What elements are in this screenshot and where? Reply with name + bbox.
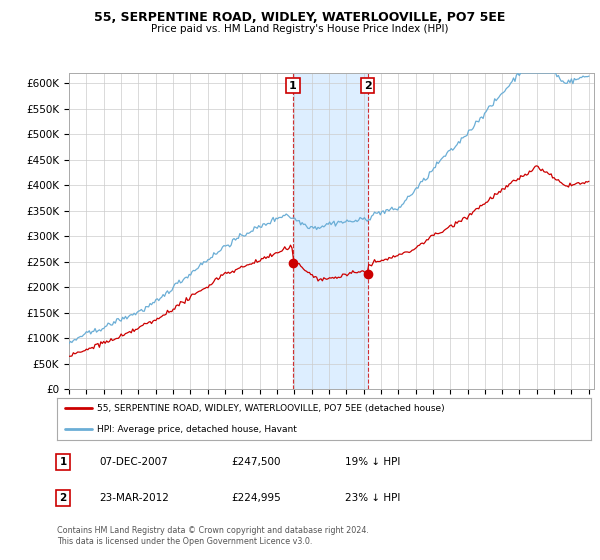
Text: £224,995: £224,995	[231, 493, 281, 503]
Text: HPI: Average price, detached house, Havant: HPI: Average price, detached house, Hava…	[97, 424, 297, 433]
Text: 2: 2	[59, 493, 67, 503]
Text: £247,500: £247,500	[231, 457, 281, 467]
Text: 55, SERPENTINE ROAD, WIDLEY, WATERLOOVILLE, PO7 5EE (detached house): 55, SERPENTINE ROAD, WIDLEY, WATERLOOVIL…	[97, 404, 445, 413]
Text: 1: 1	[289, 81, 297, 91]
Text: 23-MAR-2012: 23-MAR-2012	[99, 493, 169, 503]
Text: Contains HM Land Registry data © Crown copyright and database right 2024.
This d: Contains HM Land Registry data © Crown c…	[57, 526, 369, 546]
Text: 07-DEC-2007: 07-DEC-2007	[99, 457, 168, 467]
Text: Price paid vs. HM Land Registry's House Price Index (HPI): Price paid vs. HM Land Registry's House …	[151, 24, 449, 34]
Text: 19% ↓ HPI: 19% ↓ HPI	[345, 457, 400, 467]
Text: 23% ↓ HPI: 23% ↓ HPI	[345, 493, 400, 503]
Text: 55, SERPENTINE ROAD, WIDLEY, WATERLOOVILLE, PO7 5EE: 55, SERPENTINE ROAD, WIDLEY, WATERLOOVIL…	[94, 11, 506, 24]
Bar	[293, 73, 368, 389]
Text: 2: 2	[364, 81, 371, 91]
Text: 1: 1	[59, 457, 67, 467]
